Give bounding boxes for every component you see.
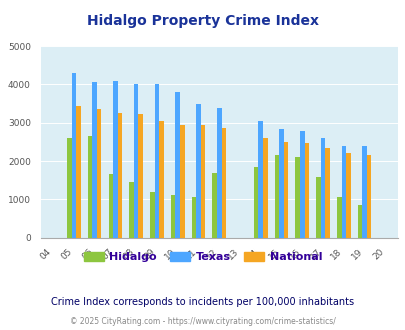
- Bar: [315, 177, 320, 238]
- Bar: [134, 84, 138, 238]
- Bar: [196, 104, 200, 238]
- Bar: [92, 82, 97, 238]
- Bar: [150, 192, 154, 238]
- Bar: [299, 131, 304, 238]
- Text: Hidalgo Property Crime Index: Hidalgo Property Crime Index: [87, 15, 318, 28]
- Bar: [357, 205, 362, 238]
- Text: Crime Index corresponds to incidents per 100,000 inhabitants: Crime Index corresponds to incidents per…: [51, 297, 354, 307]
- Bar: [336, 197, 341, 238]
- Bar: [324, 148, 329, 238]
- Bar: [76, 106, 81, 238]
- Bar: [117, 113, 122, 238]
- Bar: [179, 125, 184, 238]
- Bar: [97, 109, 101, 238]
- Bar: [274, 155, 279, 238]
- Bar: [279, 128, 283, 238]
- Bar: [320, 138, 324, 238]
- Bar: [67, 138, 71, 238]
- Bar: [258, 121, 262, 238]
- Bar: [154, 83, 159, 238]
- Bar: [191, 197, 196, 238]
- Legend: Hidalgo, Texas, National: Hidalgo, Texas, National: [79, 248, 326, 267]
- Bar: [362, 146, 366, 238]
- Bar: [345, 153, 350, 238]
- Bar: [212, 173, 216, 238]
- Bar: [253, 167, 258, 238]
- Bar: [262, 138, 267, 238]
- Bar: [221, 127, 226, 238]
- Text: © 2025 CityRating.com - https://www.cityrating.com/crime-statistics/: © 2025 CityRating.com - https://www.city…: [70, 317, 335, 326]
- Bar: [159, 121, 163, 238]
- Bar: [304, 143, 309, 238]
- Bar: [171, 195, 175, 238]
- Bar: [129, 182, 134, 238]
- Bar: [108, 175, 113, 238]
- Bar: [113, 81, 117, 238]
- Bar: [87, 136, 92, 238]
- Bar: [138, 114, 143, 238]
- Bar: [200, 125, 205, 238]
- Bar: [175, 92, 179, 238]
- Bar: [366, 155, 371, 238]
- Bar: [216, 108, 221, 238]
- Bar: [341, 146, 345, 238]
- Bar: [283, 142, 288, 238]
- Bar: [295, 157, 299, 238]
- Bar: [71, 73, 76, 238]
